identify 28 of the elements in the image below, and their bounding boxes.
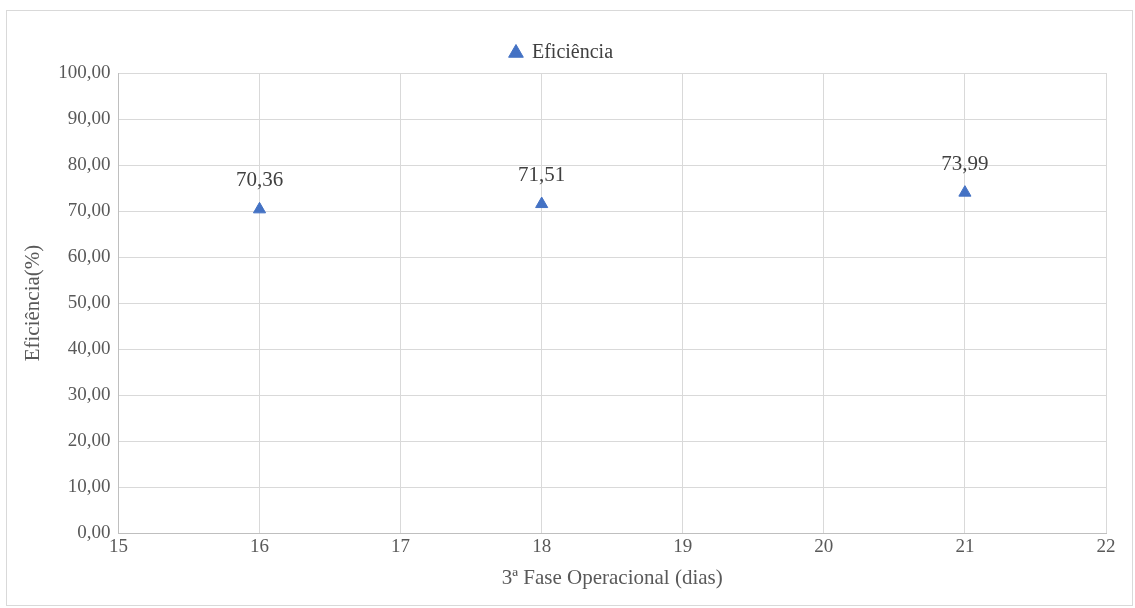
point (958, 185, 972, 197)
x-tick-label: 22 (1096, 535, 1116, 557)
x-tick-label: 19 (673, 535, 693, 557)
y-tick-label: 40,00 (67, 336, 111, 358)
y-tick-label: 10,00 (67, 474, 111, 496)
y-tick-label: 0,00 (77, 520, 111, 542)
y-tick-label: 100,00 (58, 60, 111, 82)
y-tick-label: 50,00 (67, 290, 111, 312)
y-tick-label: 80,00 (67, 152, 111, 174)
x-tick-label: 16 (250, 535, 270, 557)
y-axis-title: Eficiência(%) (20, 244, 45, 362)
x-axis-title: 3ª Fase Operacional (dias) (501, 564, 723, 589)
y-tick-label: 20,00 (67, 428, 111, 450)
x-tick-label: 15 (108, 535, 128, 557)
data-label: 70,36 (235, 167, 284, 192)
x-tick-label: 18 (532, 535, 552, 557)
legend-label: Eficiência (531, 40, 614, 63)
point (535, 196, 549, 209)
y-tick-label: 90,00 (67, 106, 111, 128)
point (252, 201, 267, 214)
y-tick-label: 70,00 (67, 198, 111, 220)
y-tick-label: 60,00 (67, 244, 111, 266)
data-label: 71,51 (518, 162, 566, 187)
x-tick-label: 21 (955, 535, 975, 557)
y-tick-label: 30,00 (67, 382, 111, 404)
x-tick-label: 17 (391, 535, 411, 557)
data-label: 73,99 (941, 150, 989, 175)
x-tick-label: 20 (814, 535, 834, 557)
